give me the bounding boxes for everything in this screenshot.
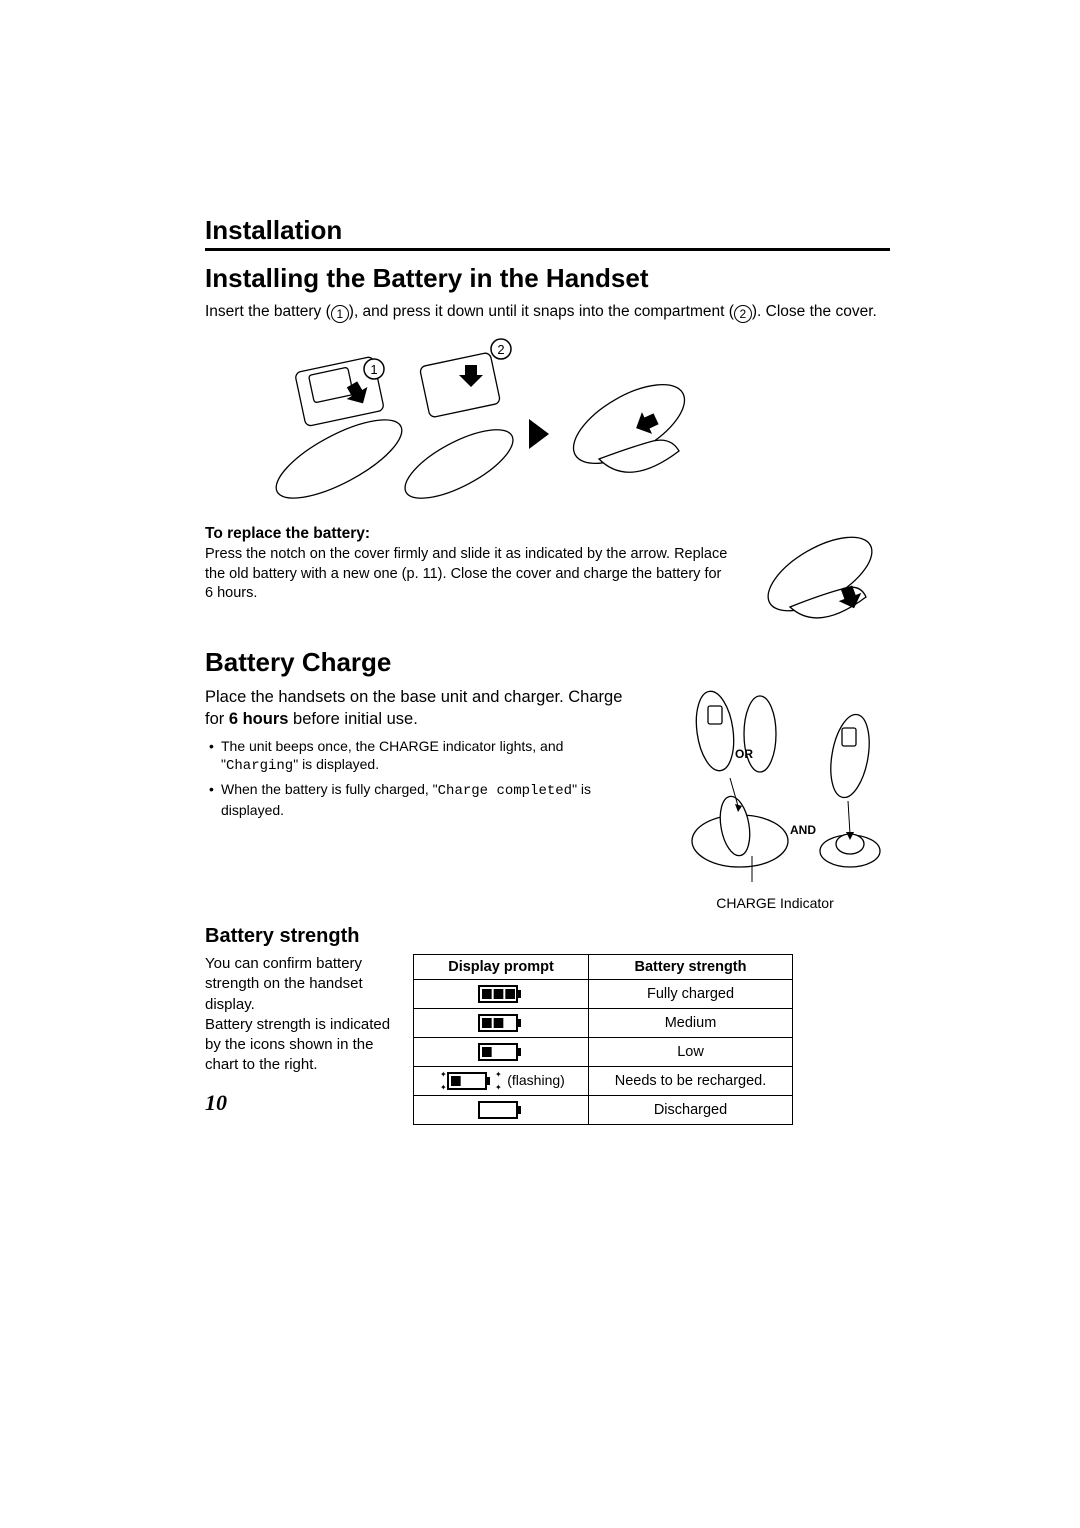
charge-text-2: before initial use. bbox=[288, 710, 417, 728]
page-number: 10 bbox=[205, 1090, 227, 1116]
b2a: When the battery is fully charged, " bbox=[221, 781, 438, 797]
table-cell-strength: Low bbox=[589, 1038, 793, 1067]
charge-indicator-label: CHARGE Indicator bbox=[660, 895, 890, 911]
svg-text:✦: ✦ bbox=[495, 1083, 502, 1091]
table-cell-prompt bbox=[414, 1038, 589, 1067]
table-cell-prompt bbox=[414, 1096, 589, 1125]
table-cell-strength: Needs to be recharged. bbox=[589, 1067, 793, 1096]
install-diagram-icon: 1 2 bbox=[239, 329, 699, 509]
table-row: Low bbox=[414, 1038, 793, 1067]
strength-text: You can confirm battery strength on the … bbox=[205, 954, 395, 1076]
callout-1-inline: 1 bbox=[331, 305, 349, 323]
table-row: ✦✦✦✦ (flashing)Needs to be recharged. bbox=[414, 1067, 793, 1096]
table-header-strength: Battery strength bbox=[589, 955, 793, 980]
table-cell-strength: Discharged bbox=[589, 1096, 793, 1125]
heading-battery-charge: Battery Charge bbox=[205, 647, 890, 678]
svg-text:AND: AND bbox=[790, 823, 816, 837]
insert-text-part2: ), and press it down until it snaps into… bbox=[349, 303, 734, 320]
charge-diagram-icon: OR AND bbox=[660, 686, 890, 886]
svg-text:2: 2 bbox=[497, 342, 504, 357]
svg-text:OR: OR bbox=[735, 747, 753, 761]
charge-bullet-1: The unit beeps once, the CHARGE indicato… bbox=[209, 737, 634, 777]
svg-text:✦: ✦ bbox=[440, 1083, 447, 1091]
charge-bullet-2: When the battery is fully charged, "Char… bbox=[209, 780, 634, 820]
heading-install-battery: Installing the Battery in the Handset bbox=[205, 263, 890, 294]
b2m: Charge completed bbox=[438, 783, 572, 799]
battery-strength-table: Display prompt Battery strength Fully ch… bbox=[413, 954, 793, 1125]
b1b: " is displayed. bbox=[293, 756, 379, 772]
table-header-prompt: Display prompt bbox=[414, 955, 589, 980]
b1m: Charging bbox=[226, 758, 293, 774]
charge-bold: 6 hours bbox=[229, 710, 289, 728]
replace-text: Press the notch on the cover firmly and … bbox=[205, 545, 732, 604]
table-cell-prompt bbox=[414, 1009, 589, 1038]
figure-install-battery: 1 2 bbox=[239, 329, 890, 509]
charge-instruction: Place the handsets on the base unit and … bbox=[205, 686, 634, 731]
charge-bullets: The unit beeps once, the CHARGE indicato… bbox=[205, 737, 634, 821]
table-cell-prompt: ✦✦✦✦ (flashing) bbox=[414, 1067, 589, 1096]
svg-text:1: 1 bbox=[370, 362, 377, 377]
replace-diagram-icon bbox=[750, 519, 890, 627]
table-cell-strength: Fully charged bbox=[589, 980, 793, 1009]
svg-text:✦: ✦ bbox=[440, 1071, 447, 1079]
table-cell-strength: Medium bbox=[589, 1009, 793, 1038]
table-row: Discharged bbox=[414, 1096, 793, 1125]
table-row: Fully charged bbox=[414, 980, 793, 1009]
callout-2-inline: 2 bbox=[734, 305, 752, 323]
insert-instruction: Insert the battery (1), and press it dow… bbox=[205, 302, 890, 323]
insert-text-part3: ). Close the cover. bbox=[752, 303, 877, 320]
table-cell-prompt bbox=[414, 980, 589, 1009]
heading-battery-strength: Battery strength bbox=[205, 925, 890, 948]
svg-text:✦: ✦ bbox=[495, 1071, 502, 1079]
section-title: Installation bbox=[205, 215, 890, 251]
table-row: Medium bbox=[414, 1009, 793, 1038]
replace-heading: To replace the battery: bbox=[205, 525, 732, 543]
insert-text-part1: Insert the battery ( bbox=[205, 303, 331, 320]
